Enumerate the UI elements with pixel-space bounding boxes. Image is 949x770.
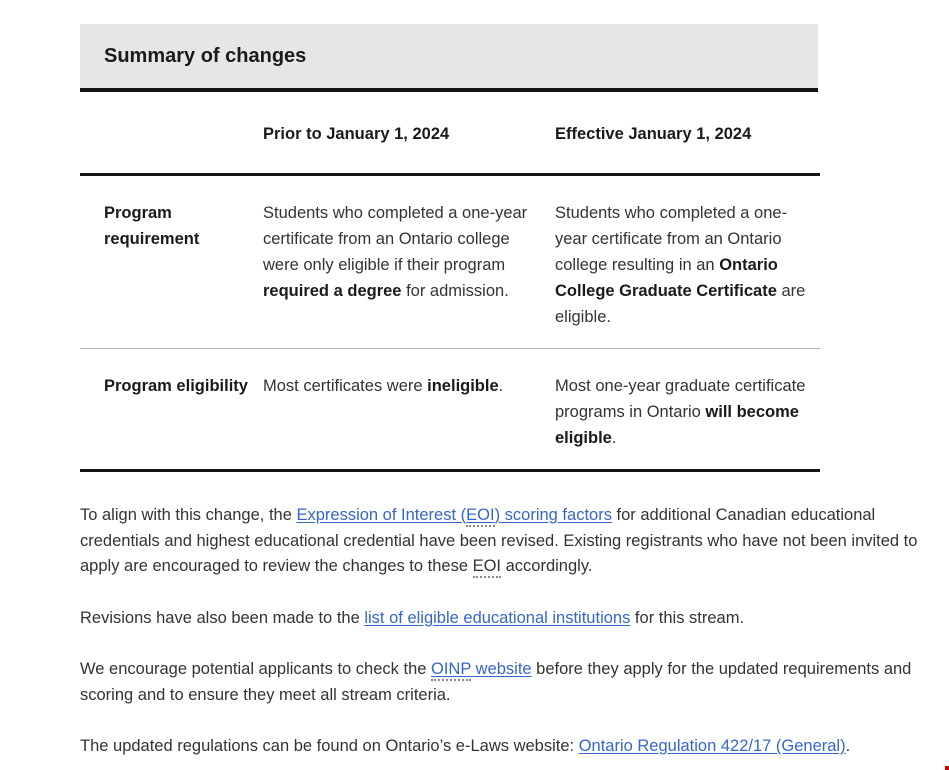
- text-span: for additional Canadian educational cred…: [80, 506, 918, 575]
- text-span: Most one-year graduate certificate progr…: [555, 377, 806, 421]
- text-span: for admission.: [401, 282, 509, 300]
- table-header-row: Prior to January 1, 2024 Effective Janua…: [80, 92, 820, 176]
- oinp-website-link[interactable]: website: [471, 660, 532, 678]
- eoi-scoring-factors-link[interactable]: EOI: [466, 506, 495, 527]
- red-corner-artifact: [945, 766, 949, 770]
- eoi-scoring-factors-link[interactable]: Expression of Interest (: [296, 506, 467, 524]
- eoi-scoring-factors-link[interactable]: ) scoring factors: [494, 506, 612, 524]
- section-title: Summary of changes: [104, 44, 307, 67]
- ontario-regulation-link[interactable]: Ontario Regulation 422/17 (General): [578, 737, 846, 755]
- column-header-empty: [80, 92, 263, 176]
- text-span: Students who completed a one-year certif…: [555, 204, 788, 274]
- summary-header: Summary of changes: [80, 24, 818, 92]
- changes-table: Prior to January 1, 2024 Effective Janua…: [80, 92, 820, 472]
- text-span: will become eligible: [555, 403, 799, 447]
- text-span: Students who completed a one-year certif…: [263, 204, 528, 274]
- paragraph-oinp-check: We encourage potential applicants to che…: [80, 657, 918, 708]
- column-header-effective: Effective January 1, 2024: [555, 92, 820, 176]
- paragraph-institutions: Revisions have also been made to the lis…: [80, 606, 918, 632]
- text-span: Ontario College Graduate Certificate: [555, 256, 778, 300]
- text-span: To align with this change, the: [80, 506, 297, 524]
- text-span: We encourage potential applicants to che…: [80, 660, 432, 678]
- text-span: The updated regulations can be found on …: [80, 737, 579, 755]
- eoi-abbr: EOI: [472, 557, 502, 578]
- text-span: ineligible: [427, 377, 499, 395]
- text-span: Revisions have also been made to the: [80, 608, 365, 627]
- row-label: Program requirement: [104, 204, 200, 248]
- cell-prior: Students who completed a one-year certif…: [263, 175, 555, 349]
- text-span: accordingly.: [501, 557, 593, 575]
- table-row-program-eligibility: Program eligibility Most certificates we…: [80, 349, 820, 471]
- text-span: required a degree: [263, 282, 402, 300]
- text-span: Most certificates were: [263, 377, 428, 395]
- text-span: for this stream.: [630, 608, 745, 627]
- row-label: Program eligibility: [104, 377, 248, 395]
- column-header-prior: Prior to January 1, 2024: [263, 92, 555, 176]
- table-row-program-requirement: Program requirement Students who complet…: [80, 175, 820, 349]
- cell-effective: Students who completed a one-year certif…: [555, 175, 820, 349]
- text-span: .: [611, 429, 617, 447]
- cell-effective: Most one-year graduate certificate progr…: [555, 349, 820, 471]
- text-span: before they apply for the updated requir…: [80, 660, 912, 704]
- content: Summary of changes Prior to January 1, 2…: [80, 24, 918, 760]
- paragraph-regulations: The updated regulations can be found on …: [80, 734, 918, 760]
- body-text: To align with this change, the Expressio…: [80, 503, 918, 760]
- eligible-institutions-link[interactable]: list of eligible educational institution…: [364, 608, 631, 627]
- cell-prior: Most certificates were ineligible.: [263, 349, 555, 471]
- text-span: .: [498, 377, 504, 395]
- text-span: are eligible.: [555, 282, 806, 326]
- text-span: .: [845, 737, 851, 755]
- oinp-website-link[interactable]: OINP: [431, 660, 472, 681]
- paragraph-eoi-revision: To align with this change, the Expressio…: [80, 503, 918, 580]
